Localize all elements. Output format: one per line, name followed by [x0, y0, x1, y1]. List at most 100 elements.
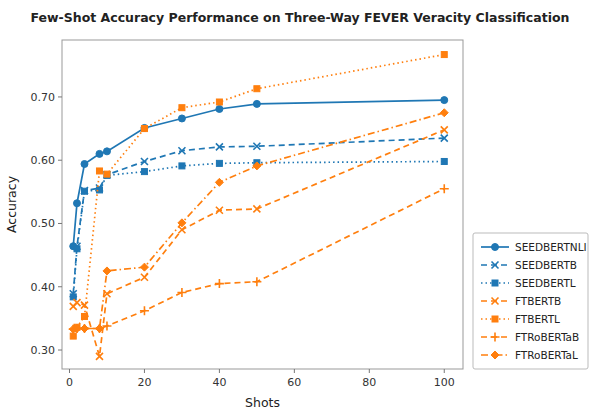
point	[215, 279, 224, 288]
point	[96, 353, 103, 360]
legend-label: FTBERTB	[515, 295, 561, 307]
series	[69, 184, 449, 333]
point	[216, 105, 223, 112]
point	[216, 160, 222, 166]
point	[81, 161, 88, 168]
x-tick-label: 20	[137, 376, 151, 389]
point	[253, 143, 260, 150]
y-tick	[58, 160, 62, 161]
point	[178, 219, 186, 227]
y-tick	[58, 286, 62, 287]
point	[74, 246, 80, 252]
point	[104, 171, 110, 177]
point	[253, 100, 260, 107]
legend-label: FTRoBERTaL	[515, 349, 578, 361]
y-tick-label: 0.50	[31, 217, 56, 230]
point	[215, 178, 223, 186]
point	[96, 168, 102, 174]
legend-marker	[492, 298, 499, 305]
x-tick	[69, 369, 70, 373]
x-tick-label: 80	[362, 376, 376, 389]
series-line	[73, 100, 444, 246]
point	[81, 187, 88, 194]
series-line	[73, 161, 444, 296]
point	[440, 109, 448, 117]
legend-label: SEEDBERTNLI	[515, 241, 587, 253]
point	[70, 333, 76, 339]
legend-marker	[492, 244, 499, 251]
legend-frame	[473, 233, 588, 369]
point	[216, 99, 222, 105]
legend: SEEDBERTNLI SEEDBERTB SEEDBERTL FTBERTB FTBE…	[473, 233, 588, 369]
point	[70, 294, 76, 300]
point	[140, 306, 149, 315]
point	[177, 288, 186, 297]
point	[81, 313, 87, 319]
x-tick-label: 0	[66, 376, 73, 389]
point	[103, 148, 110, 155]
y-axis-label: Accuracy	[4, 175, 19, 233]
point	[441, 97, 448, 104]
point	[179, 163, 185, 169]
point	[95, 325, 103, 333]
point	[254, 86, 260, 92]
point	[81, 302, 88, 309]
series-line	[73, 138, 444, 294]
y-tick-label: 0.70	[31, 91, 56, 104]
series-line	[73, 189, 444, 329]
x-tick	[144, 369, 145, 373]
legend-label: FTRoBERTaB	[515, 331, 579, 343]
plot-area	[69, 52, 449, 360]
point	[216, 143, 223, 150]
x-axis-label: Shots	[245, 395, 280, 410]
title: Few-Shot Accuracy Performance on Three-W…	[31, 10, 570, 25]
legend-marker	[492, 280, 498, 286]
point	[73, 200, 80, 207]
point	[103, 171, 110, 178]
x-tick-label: 60	[287, 376, 301, 389]
point	[140, 263, 148, 271]
point	[141, 274, 148, 281]
series	[70, 52, 447, 340]
series-line	[73, 113, 444, 329]
point	[141, 126, 147, 132]
point	[253, 162, 261, 170]
point	[73, 299, 80, 306]
plot-frame	[62, 40, 463, 369]
point	[179, 105, 185, 111]
legend-marker	[491, 351, 499, 359]
point	[441, 126, 448, 133]
x-tick	[444, 369, 445, 373]
point	[178, 147, 185, 154]
series-line	[73, 130, 444, 357]
x-tick	[369, 369, 370, 373]
y-tick	[58, 96, 62, 97]
point	[178, 115, 185, 122]
series	[70, 126, 448, 360]
y-tick-label: 0.30	[31, 344, 56, 357]
point	[441, 158, 447, 164]
legend-marker	[492, 316, 498, 322]
chart: Few-Shot Accuracy Performance on Three-W…	[0, 0, 600, 419]
legend-label: SEEDBERTB	[515, 259, 577, 271]
y-tick	[58, 350, 62, 351]
point	[102, 321, 111, 330]
x-tick	[219, 369, 220, 373]
legend-marker	[492, 262, 499, 269]
point	[80, 325, 88, 333]
point	[252, 277, 261, 286]
legend-label: FTBERTL	[515, 313, 560, 325]
point	[141, 169, 147, 175]
point	[80, 324, 89, 333]
y-tick-label: 0.60	[31, 154, 56, 167]
point	[141, 124, 148, 131]
point	[441, 135, 448, 142]
series	[70, 97, 448, 250]
legend-label: SEEDBERTL	[515, 277, 576, 289]
x-tick	[294, 369, 295, 373]
point	[441, 52, 447, 58]
y-tick-label: 0.40	[31, 281, 56, 294]
x-tick-label: 100	[434, 376, 455, 389]
legend-marker	[491, 333, 500, 342]
point	[103, 267, 111, 275]
